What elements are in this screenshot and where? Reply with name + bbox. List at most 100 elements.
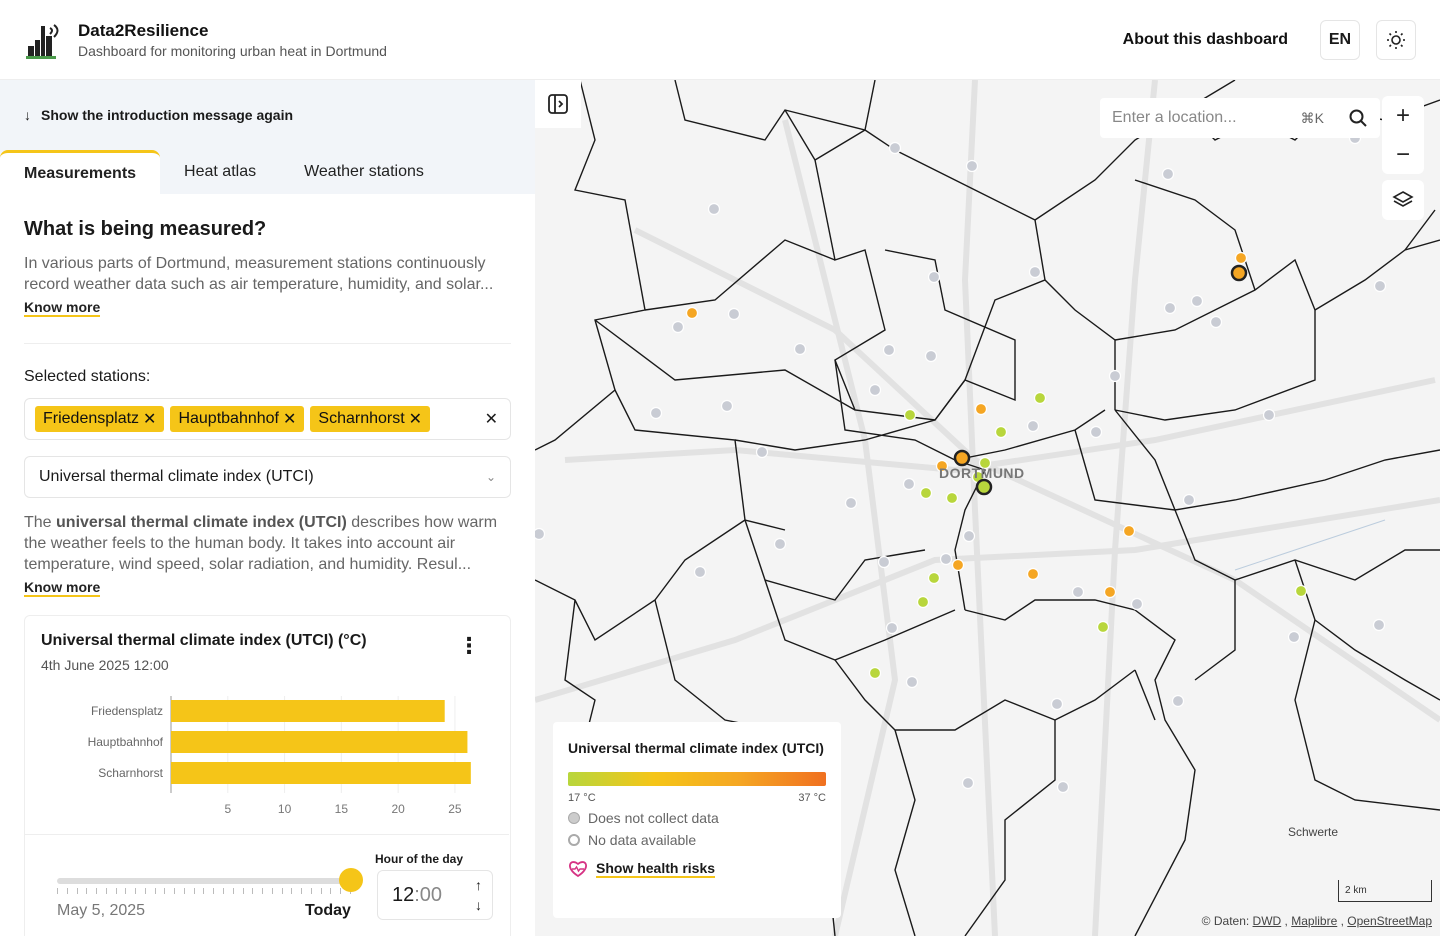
station-marker[interactable] xyxy=(1373,279,1387,293)
station-marker[interactable] xyxy=(1028,265,1042,279)
station-marker[interactable] xyxy=(1122,524,1136,538)
station-marker[interactable] xyxy=(1209,315,1223,329)
station-marker[interactable] xyxy=(877,555,891,569)
language-button[interactable]: EN xyxy=(1320,20,1360,60)
station-marker[interactable] xyxy=(919,486,933,500)
station-marker[interactable] xyxy=(844,496,858,510)
station-chip[interactable]: Scharnhorst ✕ xyxy=(310,406,431,432)
station-marker[interactable] xyxy=(882,343,896,357)
zoom-out-button[interactable]: − xyxy=(1395,140,1410,168)
station-marker[interactable] xyxy=(693,565,707,579)
tab-measurements[interactable]: Measurements xyxy=(0,150,161,194)
attribution-link[interactable]: OpenStreetMap xyxy=(1347,914,1432,928)
station-marker[interactable] xyxy=(924,349,938,363)
station-marker[interactable] xyxy=(1190,294,1204,308)
station-marker[interactable] xyxy=(1163,301,1177,315)
station-marker[interactable] xyxy=(885,621,899,635)
station-marker[interactable] xyxy=(935,459,949,473)
station-marker[interactable] xyxy=(649,406,663,420)
station-marker[interactable] xyxy=(1287,630,1301,644)
health-risks-link[interactable]: Show health risks xyxy=(568,860,826,878)
station-marker[interactable] xyxy=(962,529,976,543)
station-marker[interactable] xyxy=(793,342,807,356)
slider-tick xyxy=(271,888,273,894)
station-marker[interactable] xyxy=(1234,251,1248,265)
station-marker[interactable] xyxy=(905,675,919,689)
station-marker[interactable] xyxy=(1171,694,1185,708)
station-marker[interactable] xyxy=(685,306,699,320)
remove-icon[interactable]: ✕ xyxy=(408,411,423,428)
arrow-up-icon[interactable]: ↑ xyxy=(475,877,482,893)
station-marker[interactable] xyxy=(903,408,917,422)
station-marker[interactable] xyxy=(994,425,1008,439)
station-marker[interactable] xyxy=(1050,697,1064,711)
clear-all-icon[interactable]: ✕ xyxy=(484,411,498,428)
station-marker[interactable] xyxy=(916,595,930,609)
station-marker[interactable] xyxy=(727,307,741,321)
location-search[interactable]: Enter a location... ⌘K xyxy=(1100,98,1380,138)
attribution-link[interactable]: Maplibre xyxy=(1291,914,1338,928)
remove-icon[interactable]: ✕ xyxy=(143,411,157,428)
theme-toggle-button[interactable] xyxy=(1376,20,1416,60)
station-marker[interactable] xyxy=(868,383,882,397)
station-marker[interactable] xyxy=(965,159,979,173)
hour-input[interactable]: 12:00 ↑ ↓ xyxy=(377,870,493,920)
station-marker[interactable] xyxy=(974,402,988,416)
station-marker[interactable] xyxy=(1108,369,1122,383)
selected-station-marker[interactable] xyxy=(975,478,993,496)
station-marker[interactable] xyxy=(1262,408,1276,422)
station-marker[interactable] xyxy=(755,445,769,459)
tab-heat-atlas[interactable]: Heat atlas xyxy=(184,163,257,180)
selected-station-marker[interactable] xyxy=(953,449,971,467)
station-marker[interactable] xyxy=(1161,167,1175,181)
date-slider[interactable] xyxy=(57,878,351,884)
station-marker[interactable] xyxy=(1026,567,1040,581)
map[interactable]: Enter a location... ⌘K + − DORTMUND Schw… xyxy=(535,80,1440,936)
tab-weather-stations[interactable]: Weather stations xyxy=(304,163,424,180)
station-marker[interactable] xyxy=(1026,419,1040,433)
station-marker[interactable] xyxy=(707,202,721,216)
attribution-link[interactable]: DWD xyxy=(1252,914,1282,928)
station-marker[interactable] xyxy=(1071,585,1085,599)
station-marker[interactable] xyxy=(671,320,685,334)
station-marker[interactable] xyxy=(1372,618,1386,632)
station-marker[interactable] xyxy=(978,456,992,470)
station-marker[interactable] xyxy=(535,527,546,541)
station-marker[interactable] xyxy=(961,776,975,790)
layers-button[interactable] xyxy=(1382,180,1424,220)
station-marker[interactable] xyxy=(1182,493,1196,507)
station-marker[interactable] xyxy=(1130,597,1144,611)
station-marker[interactable] xyxy=(868,666,882,680)
selected-station-marker[interactable] xyxy=(1230,264,1248,282)
station-marker[interactable] xyxy=(1294,584,1308,598)
station-marker[interactable] xyxy=(945,491,959,505)
date-slider-handle[interactable] xyxy=(339,868,363,892)
station-chip[interactable]: Hauptbahnhof ✕ xyxy=(170,406,305,432)
sidebar-toggle-button[interactable] xyxy=(535,80,581,128)
remove-icon[interactable]: ✕ xyxy=(282,411,297,428)
station-marker[interactable] xyxy=(939,552,953,566)
intro-message-button[interactable]: ↓ Show the introduction message again xyxy=(0,80,535,150)
station-marker[interactable] xyxy=(1033,391,1047,405)
know-more-link[interactable]: Know more xyxy=(24,579,101,597)
more-menu-icon[interactable]: ⋮ xyxy=(458,633,480,658)
arrow-down-icon[interactable]: ↓ xyxy=(475,897,482,913)
search-icon[interactable] xyxy=(1348,108,1368,128)
station-marker[interactable] xyxy=(1089,425,1103,439)
station-marker[interactable] xyxy=(951,558,965,572)
station-marker[interactable] xyxy=(927,270,941,284)
station-marker[interactable] xyxy=(1103,585,1117,599)
about-link[interactable]: About this dashboard xyxy=(1122,31,1288,48)
station-marker[interactable] xyxy=(902,477,916,491)
station-marker[interactable] xyxy=(1056,780,1070,794)
station-marker[interactable] xyxy=(720,399,734,413)
station-marker[interactable] xyxy=(888,141,902,155)
station-chip[interactable]: Friedensplatz ✕ xyxy=(35,406,165,432)
station-multiselect[interactable]: Friedensplatz ✕ Hauptbahnhof ✕ Scharnhorst… xyxy=(24,398,511,440)
zoom-in-button[interactable]: + xyxy=(1395,101,1410,129)
station-marker[interactable] xyxy=(1096,620,1110,634)
metric-select[interactable]: Universal thermal climate index (UTCI) ⌄ xyxy=(24,456,511,498)
station-marker[interactable] xyxy=(927,571,941,585)
know-more-link[interactable]: Know more xyxy=(24,299,101,317)
station-marker[interactable] xyxy=(773,537,787,551)
